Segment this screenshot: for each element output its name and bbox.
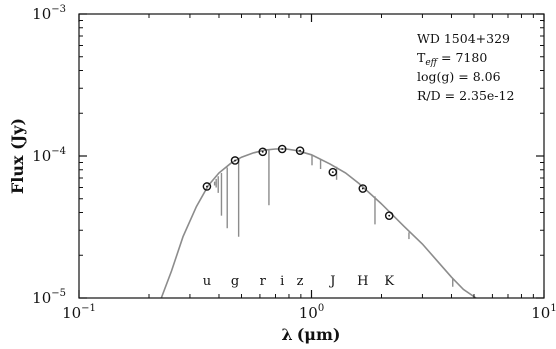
teff-value: = 7180 — [437, 50, 487, 65]
photometry-marker-dot — [234, 159, 236, 162]
band-label: K — [384, 274, 394, 289]
x-tick-label: 100 — [299, 303, 324, 322]
annotation-teff: Teff = 7180 — [417, 50, 487, 68]
photometry-marker — [202, 182, 212, 191]
photometry-point — [358, 184, 368, 193]
photometry-marker-dot — [331, 171, 334, 174]
x-axis-symbol: λ — [282, 325, 293, 344]
photometry-marker — [295, 146, 305, 155]
band-label: g — [231, 274, 239, 289]
photometry-marker — [230, 156, 240, 165]
photometry-point — [230, 156, 240, 165]
band-label: J — [328, 274, 335, 289]
photometry-point — [384, 211, 394, 220]
annotation-name: WD 1504+329 — [417, 31, 510, 46]
photometry-point — [277, 144, 287, 154]
photometry-marker — [384, 211, 394, 220]
x-tick-label: 10−1 — [62, 303, 96, 322]
band-label: i — [280, 274, 284, 289]
photometry-marker-dot — [388, 214, 391, 217]
teff-prefix: T — [417, 50, 426, 65]
annotation-logg: log(g) = 8.06 — [417, 69, 501, 84]
y-tick-label: 10−5 — [32, 288, 66, 307]
band-label: u — [203, 274, 211, 289]
teff-subscript: eff — [425, 58, 438, 68]
photometry-marker-dot — [261, 150, 264, 153]
photometry-marker-dot — [361, 187, 364, 190]
photometry-marker — [358, 184, 368, 193]
y-tick-label: 10−4 — [32, 146, 66, 165]
x-axis-unit: (μm) — [297, 325, 341, 344]
photometry-point — [258, 147, 268, 157]
model-spectrum-line — [160, 148, 477, 299]
x-axis-title: λ (μm) — [282, 325, 341, 344]
photometry-point — [295, 146, 305, 155]
photometry-marker-dot — [299, 149, 301, 152]
photometry-marker — [328, 167, 338, 177]
x-tick-label: 101 — [531, 303, 556, 322]
photometry-marker — [258, 147, 268, 157]
annotation-rd: R/D = 2.35e-12 — [417, 88, 514, 103]
photometry-marker — [277, 144, 287, 154]
photometry-marker-dot — [281, 148, 284, 150]
photometry-point — [202, 182, 212, 191]
photometry-marker-dot — [206, 185, 208, 188]
band-label: r — [260, 274, 267, 289]
y-axis-title: Flux (Jy) — [8, 118, 27, 194]
band-label: z — [297, 274, 304, 289]
band-label: H — [357, 274, 368, 289]
photometry-point — [328, 167, 338, 177]
y-tick-label: 10−3 — [32, 4, 66, 23]
